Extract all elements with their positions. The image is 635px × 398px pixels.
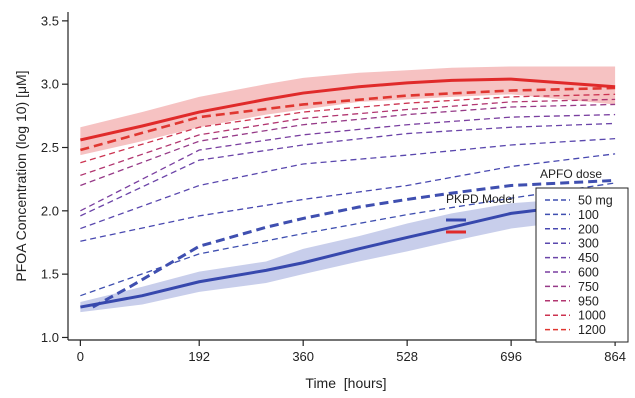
series-line-600 xyxy=(80,113,616,212)
data-series xyxy=(80,86,616,309)
dose-legend-box xyxy=(535,187,629,343)
series-line-1000 xyxy=(80,93,616,164)
series-line-1200 xyxy=(80,86,616,152)
legend-label-5: 600 xyxy=(578,266,599,280)
plot-frame xyxy=(67,12,625,341)
x-tick-label-2: 360 xyxy=(292,349,314,364)
model-legend xyxy=(446,218,466,234)
x-tick-label-0: 0 xyxy=(77,349,84,364)
model-line-0 xyxy=(80,199,616,309)
model-line-1 xyxy=(80,77,616,142)
series-line-300 xyxy=(80,137,616,230)
y-tick-label-2: 2.0 xyxy=(41,203,59,218)
x-axis-label: Time [hours] xyxy=(305,375,386,391)
y-axis-label: PFOA Concentration (log 10) [μM] xyxy=(13,70,29,281)
y-tick-label-0: 1.0 xyxy=(41,330,59,345)
legend-label-8: 1000 xyxy=(578,309,606,323)
series-line-950 xyxy=(80,98,616,176)
band-1 xyxy=(80,66,616,156)
series-line-750 xyxy=(80,103,616,187)
y-tick-label-4: 3.0 xyxy=(41,77,59,92)
model-legend-title: PKPD Model xyxy=(446,192,515,206)
legend-label-2: 200 xyxy=(578,222,599,236)
band-0 xyxy=(80,195,616,313)
x-tick-label-1: 192 xyxy=(188,349,210,364)
series-line-50-mg xyxy=(80,182,616,297)
model-series xyxy=(80,77,616,309)
legend-label-1: 100 xyxy=(578,208,599,222)
series-line-450 xyxy=(80,122,616,217)
legend-label-0: 50 mg xyxy=(578,194,613,208)
legend-label-3: 300 xyxy=(578,237,599,251)
series-line-200 xyxy=(80,153,616,242)
legend-label-7: 950 xyxy=(578,294,599,308)
legend-label-6: 750 xyxy=(578,280,599,294)
axes: 0 192 360 528 696 864 1.0 1.5 2.0 2.5 3.0 3.5 xyxy=(41,13,626,364)
legend-label-9: 1200 xyxy=(578,323,606,337)
confidence-bands xyxy=(80,66,616,313)
x-tick-label-3: 528 xyxy=(396,349,418,364)
y-tick-label-5: 3.5 xyxy=(41,13,59,28)
x-tick-label-4: 696 xyxy=(500,349,522,364)
dose-legend-title: APFO dose xyxy=(540,167,602,181)
y-tick-label-1: 1.5 xyxy=(41,267,59,282)
y-tick-label-3: 2.5 xyxy=(41,140,59,155)
legend-label-4: 450 xyxy=(578,251,599,265)
series-line-100 xyxy=(92,178,616,309)
x-tick-label-5: 864 xyxy=(604,349,626,364)
